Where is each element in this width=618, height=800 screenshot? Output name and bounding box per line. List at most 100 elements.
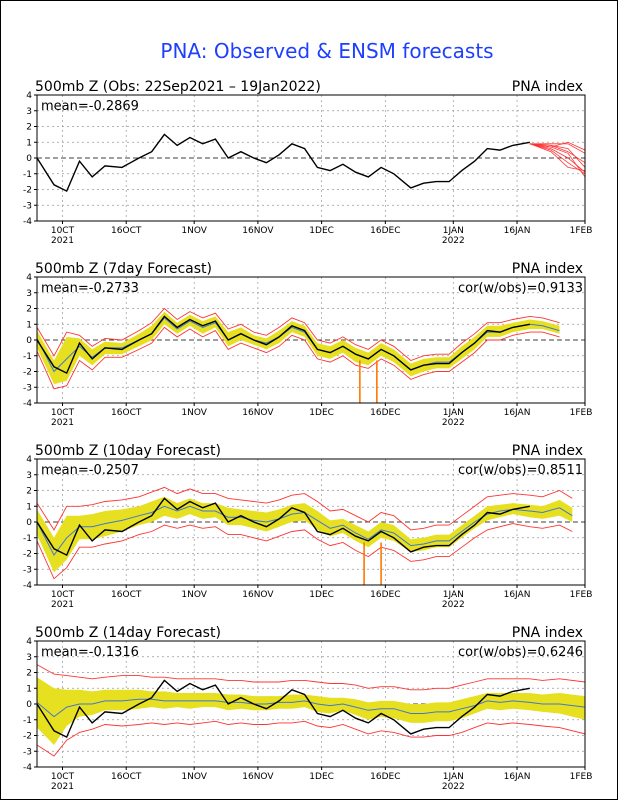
- x-tick-label: 16DEC: [370, 772, 400, 782]
- x-tick-year: 2022: [442, 782, 465, 792]
- x-tick-year: 2021: [51, 782, 74, 792]
- y-tick-label: 2: [26, 123, 32, 133]
- x-tick-label: 1NOV: [181, 408, 207, 418]
- x-tick-label: 1DEC: [309, 408, 334, 418]
- observed-line: [37, 133, 530, 193]
- observed-line: [37, 679, 530, 739]
- x-tick-label: 1NOV: [181, 590, 207, 600]
- y-tick-label: -1: [23, 534, 32, 544]
- plot-area: [37, 664, 585, 757]
- member-envelope-upper: [37, 486, 573, 531]
- y-tick-label: -1: [23, 170, 32, 180]
- x-tick-label: 16DEC: [370, 226, 400, 236]
- x-tick-label: 10CT: [51, 408, 75, 418]
- x-tick-label: 1JAN: [443, 226, 464, 236]
- y-tick-label: -2: [23, 732, 32, 742]
- member-envelope-upper: [37, 307, 560, 362]
- x-tick-label: 16DEC: [370, 590, 400, 600]
- x-tick-label: 1JAN: [443, 772, 464, 782]
- x-tick-label: 10CT: [51, 590, 75, 600]
- y-tick-label: 4: [26, 273, 32, 283]
- y-tick-label: 3: [26, 107, 32, 117]
- x-tick-label: 10CT: [51, 772, 75, 782]
- x-tick-label: 16NOV: [242, 772, 274, 782]
- x-tick-label: 16JAN: [504, 590, 531, 600]
- mean-label: mean=-0.2869: [41, 99, 139, 114]
- x-tick-label: 16OCT: [111, 226, 142, 236]
- mean-label: mean=-0.2507: [41, 463, 139, 478]
- member-envelope-lower: [37, 720, 585, 757]
- x-tick-label: 1NOV: [181, 772, 207, 782]
- spread-band: [37, 311, 560, 385]
- y-tick-label: 0: [26, 700, 32, 710]
- y-tick-label: -3: [23, 565, 32, 575]
- y-tick-label: -4: [23, 581, 32, 591]
- x-tick-label: 16NOV: [242, 226, 274, 236]
- x-tick-label: 16JAN: [504, 226, 531, 236]
- panel-title: 500mb Z (10day Forecast): [35, 443, 221, 459]
- panel-title: 500mb Z (14day Forecast): [35, 625, 221, 641]
- forecast-member-line: [529, 143, 585, 173]
- y-tick-label: 2: [26, 305, 32, 315]
- spread-band: [37, 496, 573, 573]
- x-tick-label: 1JAN: [443, 408, 464, 418]
- panel-title: 500mb Z (Obs: 22Sep2021 – 19Jan2022): [35, 79, 321, 95]
- y-tick-label: -2: [23, 550, 32, 560]
- forecast-member-line: [529, 141, 585, 151]
- panel-index-label: PNA index: [512, 79, 583, 95]
- ensemble-mean-line: [37, 698, 585, 718]
- forecast-member-line: [529, 143, 585, 164]
- y-tick-label: -1: [23, 352, 32, 362]
- panel-index-label: PNA index: [512, 261, 583, 277]
- correlation-label: cor(w/obs)=0.8511: [458, 463, 583, 478]
- x-tick-label: 1DEC: [309, 772, 334, 782]
- x-tick-label: 16JAN: [504, 772, 531, 782]
- y-tick-label: -4: [23, 217, 32, 227]
- correlation-label: cor(w/obs)=0.9133: [458, 281, 583, 296]
- forecast-member-line: [529, 143, 585, 168]
- y-tick-label: 1: [26, 320, 32, 330]
- y-tick-label: 1: [26, 502, 32, 512]
- member-envelope-lower: [37, 326, 560, 390]
- member-envelope-upper: [37, 664, 585, 691]
- x-tick-year: 2022: [442, 600, 465, 610]
- y-tick-label: 4: [26, 637, 32, 647]
- x-tick-label: 16DEC: [370, 408, 400, 418]
- observed-line: [37, 315, 530, 375]
- plot-area: [37, 486, 573, 585]
- x-tick-year: 2022: [442, 418, 465, 428]
- forecast-member-line: [529, 143, 585, 171]
- plot-area: [37, 133, 585, 193]
- y-tick-label: -3: [23, 747, 32, 757]
- panel-index-label: PNA index: [512, 443, 583, 459]
- x-tick-label: 1DEC: [309, 590, 334, 600]
- grid: [37, 641, 585, 767]
- y-tick-label: 0: [26, 154, 32, 164]
- figure-title: PNA: Observed & ENSM forecasts: [160, 39, 493, 63]
- spread-band: [37, 677, 585, 745]
- y-tick-label: -2: [23, 368, 32, 378]
- x-tick-label: 1FEB: [570, 408, 593, 418]
- y-tick-label: -1: [23, 716, 32, 726]
- x-tick-label: 16OCT: [111, 408, 142, 418]
- panel-index-label: PNA index: [512, 625, 583, 641]
- y-tick-label: 1: [26, 138, 32, 148]
- x-tick-year: 2022: [442, 236, 465, 246]
- x-tick-label: 16JAN: [504, 408, 531, 418]
- x-tick-year: 2021: [51, 600, 74, 610]
- x-tick-year: 2021: [51, 236, 74, 246]
- mean-label: mean=-0.2733: [41, 281, 139, 296]
- y-tick-label: 2: [26, 669, 32, 679]
- y-tick-label: 4: [26, 455, 32, 465]
- y-tick-label: -4: [23, 399, 32, 409]
- y-tick-label: 3: [26, 653, 32, 663]
- mean-label: mean=-0.1316: [41, 645, 139, 660]
- forecast-member-line: [529, 143, 585, 175]
